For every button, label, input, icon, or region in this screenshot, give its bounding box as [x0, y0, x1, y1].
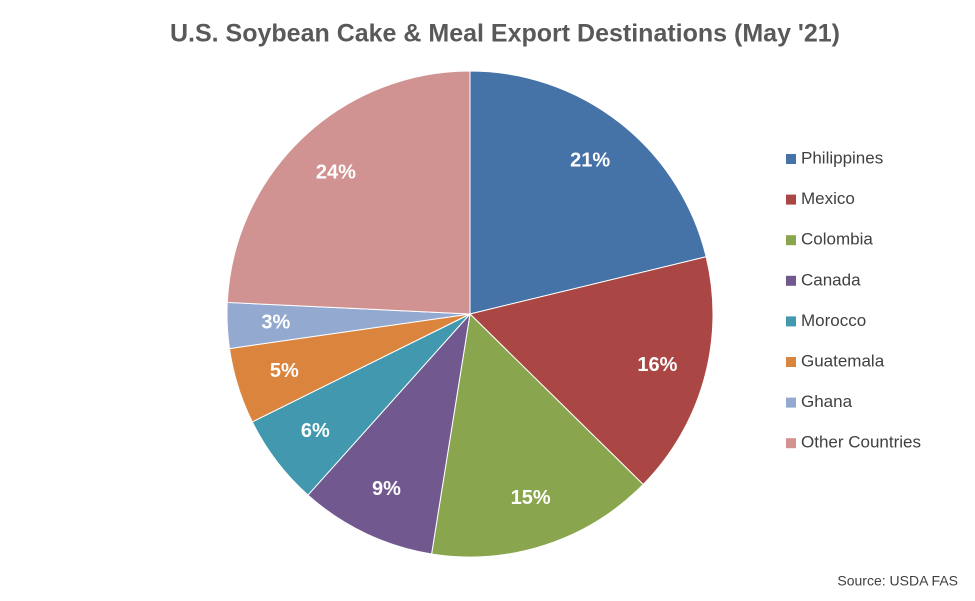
pie-slice: [431, 312, 644, 558]
legend-swatch: [786, 316, 796, 327]
pie-slice: [307, 312, 471, 555]
legend-label: Guatemala: [801, 351, 885, 370]
chart-title: U.S. Soybean Cake & Meal Export Destinat…: [170, 20, 840, 48]
pie-slice: [469, 70, 707, 315]
pie-slice: [469, 256, 714, 486]
legend-swatch: [786, 438, 796, 449]
legend-swatch: [786, 154, 796, 164]
data-label: 16%: [637, 354, 677, 376]
data-label: 5%: [270, 360, 299, 382]
legend-label: Mexico: [801, 189, 855, 208]
data-label: 15%: [511, 487, 551, 509]
legend-label: Other Countries: [801, 433, 921, 452]
legend-label: Canada: [801, 270, 861, 289]
data-label: 6%: [301, 420, 330, 442]
legend-label: Ghana: [801, 392, 853, 411]
legend-swatch: [786, 194, 796, 205]
source-note: Source: USDA FAS: [837, 573, 958, 589]
legend-swatch: [786, 235, 796, 246]
data-label: 21%: [570, 149, 610, 171]
pie-slice: [226, 70, 471, 315]
legend-label: Colombia: [801, 230, 873, 249]
legend-swatch: [786, 397, 796, 408]
legend-label: Philippines: [801, 148, 883, 167]
legend-swatch: [786, 275, 796, 286]
data-label: 9%: [372, 478, 401, 500]
data-label: 24%: [316, 162, 356, 184]
legend-label: Morocco: [801, 311, 866, 330]
data-label: 3%: [261, 312, 290, 334]
legend-swatch: [786, 357, 796, 367]
